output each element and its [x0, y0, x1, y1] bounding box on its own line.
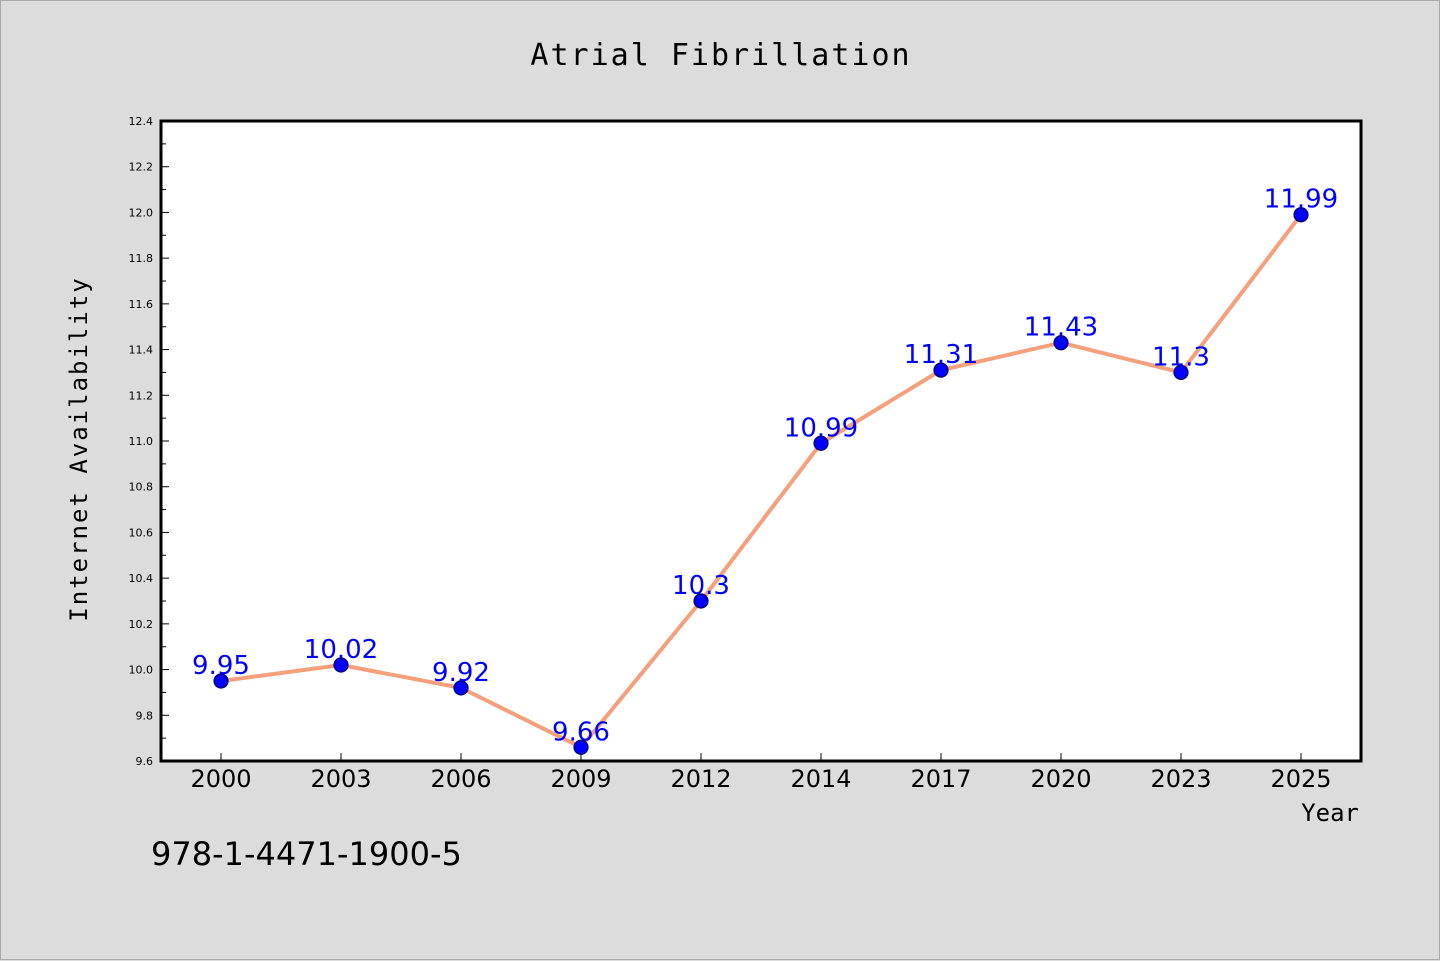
- x-tick-label: 2006: [430, 765, 491, 793]
- y-axis: 9.6 9.8 10.0 10.2 10.4 10.6 10.8 11.0 11.2 11.4 11…: [129, 115, 169, 768]
- x-tick-label: 2009: [550, 765, 611, 793]
- data-label: 10.02: [304, 635, 378, 665]
- data-label: 9.92: [432, 658, 490, 688]
- series-line: [220, 213, 1303, 750]
- data-markers: [213, 207, 1309, 755]
- data-point: [813, 435, 829, 451]
- y-tick-label: 12.0: [129, 206, 154, 219]
- data-label: 11.99: [1264, 185, 1338, 215]
- x-tick-label: 2020: [1030, 765, 1091, 793]
- y-tick-label: 10.4: [129, 572, 154, 585]
- x-tick-label: 2003: [310, 765, 371, 793]
- series-line-group: [220, 213, 1303, 750]
- x-tick-label: 2000: [190, 765, 251, 793]
- data-label: 11.31: [904, 340, 978, 370]
- y-axis-label: Internet Availability: [65, 276, 93, 621]
- data-point: [213, 673, 229, 689]
- data-label: 10.99: [784, 413, 858, 443]
- x-tick-label: 2025: [1270, 765, 1331, 793]
- y-tick-label: 11.6: [129, 298, 154, 311]
- isbn-text: 978-1-4471-1900-5: [151, 835, 462, 873]
- data-point: [693, 593, 709, 609]
- data-label: 10.3: [672, 571, 730, 601]
- x-tick-label: 2017: [910, 765, 971, 793]
- y-tick-label: 10.0: [129, 664, 154, 677]
- y-tick-label: 12.2: [129, 161, 154, 174]
- data-label: 9.95: [192, 651, 250, 681]
- data-point: [333, 657, 349, 673]
- y-tick-label: 11.0: [129, 435, 154, 448]
- data-labels: 9.95 10.02 9.92 9.66 10.3 10.99 11.31 11.43 11.3…: [192, 185, 1338, 748]
- y-tick-label: 9.6: [136, 755, 154, 768]
- y-tick-label: 10.6: [129, 526, 154, 539]
- y-tick-label: 11.2: [129, 389, 154, 402]
- data-point: [1293, 207, 1309, 223]
- y-tick-label: 11.4: [129, 344, 154, 357]
- y-tick-label: 9.8: [136, 709, 154, 722]
- x-axis: 2000 2003 2006 2009 2012 2014 2017 2020 2023 2025: [190, 753, 1332, 793]
- y-tick-label: 10.8: [129, 481, 154, 494]
- data-label: 9.66: [552, 717, 610, 747]
- data-point: [573, 739, 589, 755]
- x-tick-label: 2014: [790, 765, 851, 793]
- x-tick-label: 2023: [1150, 765, 1211, 793]
- y-tick-label: 10.2: [129, 618, 154, 631]
- x-axis-label: Year: [1301, 799, 1359, 827]
- data-point: [453, 680, 469, 696]
- data-label: 11.3: [1152, 342, 1210, 372]
- data-point: [1173, 364, 1189, 381]
- data-point: [1053, 335, 1069, 351]
- plot-area: [159, 119, 1363, 763]
- y-tick-label: 12.4: [129, 115, 154, 128]
- data-point: [933, 362, 949, 378]
- chart-title: Atrial Fibrillation: [530, 38, 911, 73]
- x-tick-label: 2012: [670, 765, 731, 793]
- y-tick-label: 11.8: [129, 252, 154, 265]
- data-label: 11.43: [1024, 313, 1098, 343]
